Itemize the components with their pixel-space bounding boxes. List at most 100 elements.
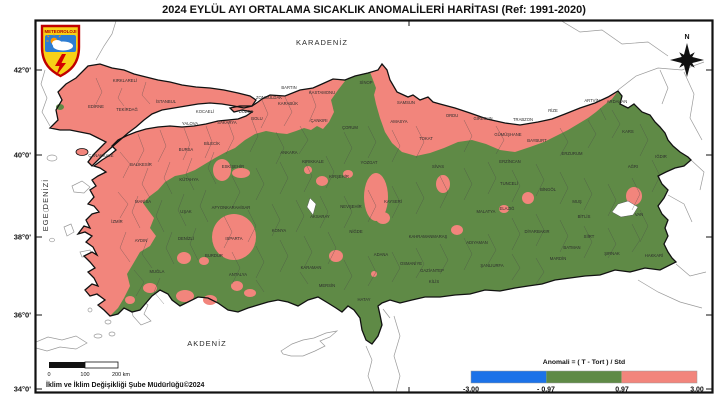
- logo-lightning-icon: [55, 54, 66, 76]
- province-label: ADANA: [374, 252, 389, 257]
- legend-colorbar-outline: [470, 370, 698, 384]
- warm-anomaly-region-blacksea: [352, 64, 618, 156]
- province-label: BİTLİS: [578, 214, 591, 219]
- province-label: ELAZIĞ: [500, 206, 515, 211]
- warm-anomaly-spots: [125, 159, 642, 305]
- lake-tuz: [306, 197, 317, 216]
- province-label: TOKAT: [419, 136, 433, 141]
- legend-segment: [621, 371, 697, 383]
- province-label: ÇANKIRI: [311, 118, 328, 123]
- province-label: MANİSA: [135, 199, 151, 204]
- province-label: YALOVA: [182, 121, 198, 126]
- province-label: BARTIN: [281, 85, 296, 90]
- province-label: AFYONKARAHİSAR: [212, 205, 251, 210]
- province-label: ESKİŞEHİR: [222, 164, 244, 169]
- province-label: MERSİN: [319, 283, 335, 288]
- province-label: BURSA: [179, 147, 194, 152]
- province-label: DENİZLİ: [178, 236, 194, 241]
- province-label: TEKİRDAĞ: [116, 107, 137, 112]
- province-label: KIRŞEHİR: [329, 174, 349, 179]
- province-label: KAYSERİ: [384, 199, 402, 204]
- province-label: SİİRT: [584, 234, 595, 239]
- crete-outline: [36, 335, 88, 352]
- province-label: SAKARYA: [217, 120, 237, 125]
- scale-bar: 0 100 200 km: [47, 361, 130, 378]
- province-label: ÇANAKKALE: [88, 153, 113, 158]
- sea-label: EGE DENİZİ: [41, 179, 50, 232]
- anomaly-legend: Anomali = ( T - Tort ) / Std -3.00 - 0.97…: [463, 359, 704, 394]
- province-label: ISPARTA: [225, 236, 242, 241]
- province-label: ERZURUM: [562, 151, 583, 156]
- province-label: EDİRNE: [88, 104, 104, 109]
- legend-segment: [471, 371, 547, 383]
- legend-tick-label: -3.00: [463, 387, 479, 394]
- meteoroloji-logo: METEOROLOJI: [40, 24, 81, 78]
- scale-tick-label: 200 km: [112, 372, 130, 378]
- province-label: KARAMAN: [301, 265, 322, 270]
- thrace-landmass: [50, 64, 256, 166]
- province-label: NEVŞEHİR: [340, 204, 361, 209]
- cyprus-outline: [280, 330, 339, 357]
- province-label: DÜZCE: [239, 109, 254, 114]
- legend-tick-label: 0.97: [615, 387, 629, 394]
- province-label: ŞANLIURFA: [480, 263, 503, 268]
- scale-bar-empty: [84, 361, 119, 369]
- latitude-label: 42°0': [14, 66, 32, 75]
- province-label: KIRIKKALE: [302, 159, 324, 164]
- province-label: HATAY: [357, 297, 370, 302]
- province-label: DİYARBAKIR: [524, 229, 549, 234]
- province-label: AMASYA: [390, 119, 407, 124]
- province-label: KONYA: [272, 228, 287, 233]
- province-label: MALATYA: [477, 209, 496, 214]
- sea-label: KARADENİZ: [296, 38, 348, 47]
- compass-star-main: [670, 43, 704, 77]
- compass-rose: N: [670, 34, 704, 77]
- province-borders: [95, 77, 661, 305]
- legend-formula: Anomali = ( T - Tort ) / Std: [543, 359, 625, 366]
- sea-label: AKDENİZ: [187, 339, 227, 348]
- compass-north-label: N: [684, 34, 689, 41]
- province-label: NİĞDE: [349, 229, 362, 234]
- latitude-label: 36°0': [14, 311, 32, 320]
- province-label: İSTANBUL: [156, 99, 177, 104]
- province-label: KASTAMONU: [309, 90, 335, 95]
- sea-labels: KARADENİZ EGE DENİZİ AKDENİZ: [41, 38, 348, 348]
- province-label: GAZİANTEP: [420, 268, 444, 273]
- province-label: KİLİS: [429, 279, 439, 284]
- province-label: İZMİR: [111, 219, 122, 224]
- province-label: AYDIN: [135, 238, 148, 243]
- province-label: ŞIRNAK: [604, 251, 620, 256]
- map-content: KIRKLARELİ EDİRNE TEKİRDAĞ İSTANBUL YALOVA KO…: [36, 21, 707, 394]
- province-label: IĞDIR: [655, 154, 667, 159]
- normal-region-sinop-tongue: [331, 72, 376, 158]
- province-label: BALIKESİR: [130, 162, 152, 167]
- province-label: ARDAHAN: [607, 99, 627, 104]
- warm-anomaly-region-nw: [78, 79, 345, 316]
- latitude-label: 34°0': [14, 385, 32, 394]
- province-label: VAN: [635, 212, 643, 217]
- province-label: MUĞLA: [150, 269, 165, 274]
- neighbor-borders: [40, 21, 707, 392]
- legend-tick-label: 3.00: [690, 387, 704, 394]
- lake-van: [611, 200, 639, 218]
- province-label: BATMAN: [563, 245, 580, 250]
- province-label: AĞRI: [628, 164, 638, 169]
- province-label: MUŞ: [572, 199, 582, 204]
- attribution-text: İklim ve İklim Değişikliği Şube Müdürlüğ…: [46, 381, 205, 389]
- turkey-coastline: [48, 62, 692, 345]
- province-label: BURDUR: [205, 253, 223, 258]
- province-label: KÜTAHYA: [179, 177, 198, 182]
- province-label: ANTALYA: [229, 272, 247, 277]
- province-label: ÇORUM: [342, 125, 358, 130]
- province-label: GÜMÜŞHANE: [494, 132, 521, 137]
- logo-label: METEOROLOJI: [45, 29, 77, 34]
- scale-tick-label: 100: [80, 372, 89, 378]
- province-label: TRABZON: [513, 117, 533, 122]
- province-label: RİZE: [548, 108, 558, 113]
- map-title: 2024 EYLÜL AYI ORTALAMA SICAKLIK ANOMALİ…: [162, 3, 586, 16]
- province-label: ARTVİN: [584, 98, 599, 103]
- province-label: ZONGULDAK: [256, 95, 282, 100]
- province-label: ADIYAMAN: [466, 240, 488, 245]
- province-label: HAKKARİ: [645, 253, 663, 258]
